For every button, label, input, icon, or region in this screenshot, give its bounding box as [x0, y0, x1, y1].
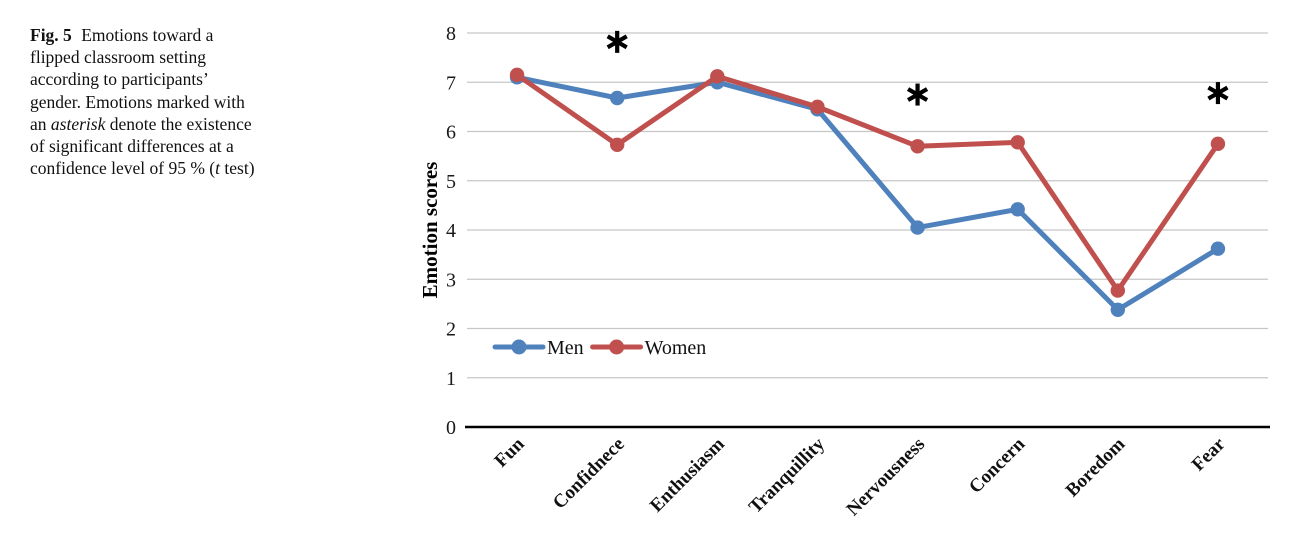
figure-caption: Fig. 5 Emotions toward a flipped classro… — [30, 24, 286, 179]
significance-asterisk — [606, 34, 628, 50]
data-point-men — [910, 220, 925, 235]
data-point-men — [1110, 302, 1126, 317]
caption-text: Emotions toward a — [76, 25, 214, 45]
x-category-label: Enthusiasm — [646, 434, 729, 517]
figure-label: Fig. 5 — [30, 25, 72, 45]
y-axis-title: Emotion scores — [418, 162, 442, 299]
caption-text-italic: t — [215, 158, 221, 179]
data-point-men — [609, 90, 625, 106]
caption-line: flipped classroom setting — [30, 46, 286, 68]
caption-line: according to participants’ — [30, 68, 286, 90]
y-tick-label: 1 — [446, 368, 456, 390]
x-category-label: Boredom — [1062, 434, 1130, 502]
legend-label: Women — [645, 337, 707, 359]
series-line-men — [514, 74, 1221, 313]
legend-marker — [511, 339, 527, 355]
caption-line: confidence level of 95 % (t test) — [30, 157, 286, 179]
y-tick-label: 4 — [446, 220, 456, 242]
significance-asterisk — [1207, 85, 1229, 101]
y-tick-label: 8 — [446, 23, 456, 45]
data-point-women — [710, 69, 725, 84]
caption-text: gender. Emotions marked with — [30, 91, 245, 112]
y-tick-label: 7 — [446, 72, 456, 94]
caption-text: an — [30, 113, 51, 134]
y-tick-label: 0 — [446, 417, 456, 439]
caption-line: an asterisk denote the existence — [30, 113, 286, 135]
legend-marker — [609, 339, 625, 355]
x-category-label: Concern — [965, 433, 1029, 497]
x-category-label: Tranquillity — [745, 433, 829, 517]
data-point-men — [1010, 202, 1025, 217]
x-category-label: Fear — [1188, 433, 1230, 475]
data-point-women — [910, 139, 925, 154]
data-point-women — [609, 137, 625, 152]
x-category-label: Fun — [491, 433, 529, 471]
caption-line: of significant differences at a — [30, 135, 286, 157]
data-point-women — [1110, 283, 1126, 298]
caption-line: gender. Emotions marked with — [30, 91, 286, 113]
x-category-label: Nervousness — [843, 434, 930, 521]
legend-label: Men — [547, 337, 584, 359]
y-tick-label: 3 — [446, 269, 456, 291]
caption-text-italic: asterisk — [50, 113, 106, 134]
data-point-women — [509, 67, 525, 83]
caption-text: according to participants’ — [30, 69, 209, 90]
y-tick-label: 2 — [446, 319, 456, 341]
data-point-women — [1210, 136, 1226, 152]
x-category-label: Confidnece — [549, 434, 629, 514]
data-point-women — [810, 99, 825, 115]
caption-text: denote the existence — [105, 113, 252, 134]
series-line-women — [514, 72, 1221, 294]
y-tick-label: 5 — [446, 171, 456, 193]
data-point-women — [1010, 135, 1025, 150]
y-tick-label: 6 — [446, 122, 456, 144]
caption-line: Fig. 5 Emotions toward a — [30, 24, 286, 46]
data-point-men — [1210, 241, 1226, 256]
significance-asterisk — [906, 87, 929, 102]
caption-text: test) — [220, 158, 255, 179]
caption-text: of significant differences at a — [30, 136, 234, 157]
caption-text: flipped classroom setting — [30, 47, 206, 68]
caption-text: confidence level of 95 % ( — [30, 158, 216, 179]
